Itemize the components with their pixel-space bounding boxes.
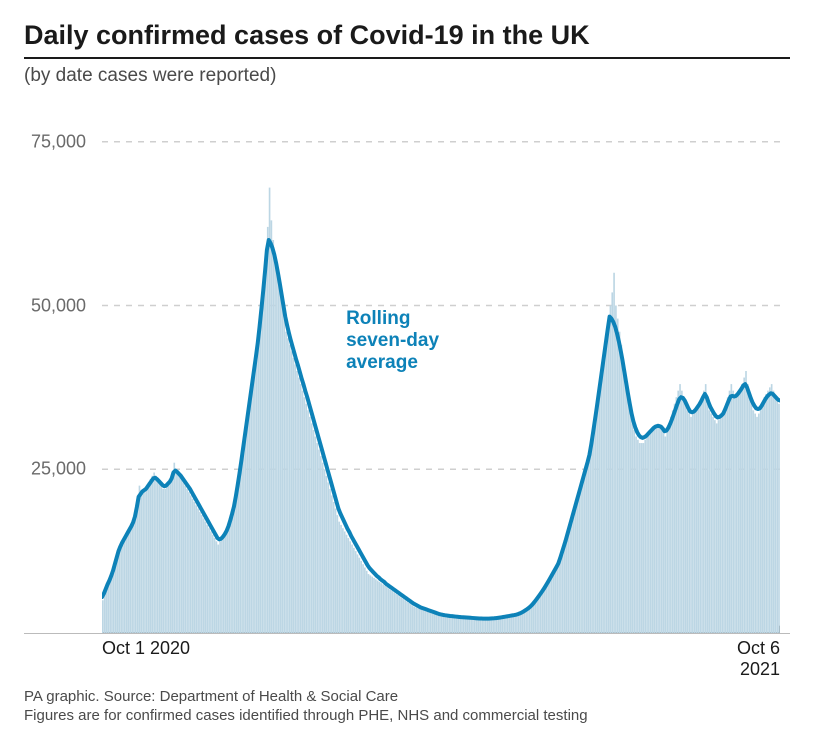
chart-title: Daily confirmed cases of Covid-19 in the… bbox=[24, 20, 790, 59]
chart-svg bbox=[102, 109, 780, 633]
y-tick-label: 50,000 bbox=[31, 295, 86, 316]
x-axis-labels: Oct 1 2020 Oct 62021 bbox=[102, 638, 780, 686]
footer-line-1: PA graphic. Source: Department of Health… bbox=[24, 688, 790, 707]
y-tick-label: 75,000 bbox=[31, 131, 86, 152]
chart-footer: PA graphic. Source: Department of Health… bbox=[24, 688, 790, 726]
chart-area: 25,000 50,000 75,000 Rollingseven-dayavera… bbox=[24, 109, 790, 634]
footer-line-2: Figures are for confirmed cases identifi… bbox=[24, 707, 790, 726]
y-axis-labels: 25,000 50,000 75,000 bbox=[24, 109, 94, 633]
x-start-label: Oct 1 2020 bbox=[102, 638, 190, 659]
plot-area: Rollingseven-dayaverage bbox=[102, 109, 780, 633]
y-tick-label: 25,000 bbox=[31, 459, 86, 480]
rolling-avg-annotation: Rollingseven-dayaverage bbox=[346, 308, 439, 374]
x-end-label: Oct 62021 bbox=[737, 638, 780, 679]
chart-subtitle: (by date cases were reported) bbox=[24, 65, 790, 87]
